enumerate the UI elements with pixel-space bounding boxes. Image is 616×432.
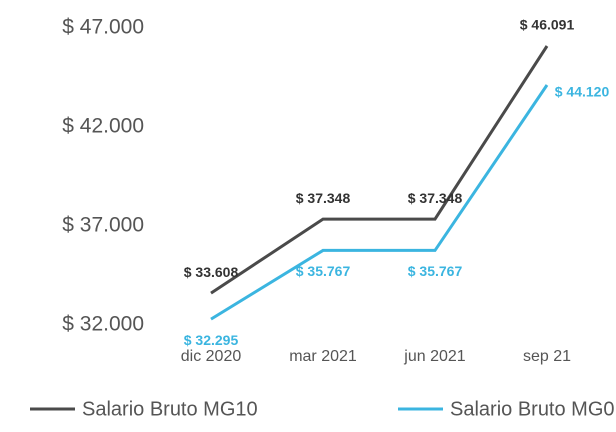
value-label: $ 32.295	[184, 332, 239, 348]
x-tick-label: jun 2021	[403, 348, 465, 365]
series-line	[210, 84, 549, 321]
value-label: $ 37.348	[408, 190, 463, 206]
value-label: $ 37.348	[296, 190, 351, 206]
value-label: $ 35.767	[408, 263, 463, 279]
value-label: $ 33.608	[184, 264, 239, 280]
y-tick-label: $ 42.000	[62, 115, 144, 138]
value-label: $ 44.120	[555, 84, 610, 100]
x-tick-label: sep 21	[523, 348, 571, 365]
y-tick-label: $ 32.000	[62, 313, 144, 336]
legend-label: Salario Bruto MG10	[82, 398, 258, 420]
y-tick-label: $ 37.000	[62, 214, 144, 237]
value-label: $ 35.767	[296, 263, 351, 279]
x-tick-label: mar 2021	[289, 348, 357, 365]
y-tick-label: $ 47.000	[62, 16, 144, 39]
series-line	[210, 45, 549, 295]
value-label: $ 46.091	[520, 17, 575, 33]
legend-label: Salario Bruto MG0	[450, 398, 615, 420]
x-tick-label: dic 2020	[181, 348, 242, 365]
